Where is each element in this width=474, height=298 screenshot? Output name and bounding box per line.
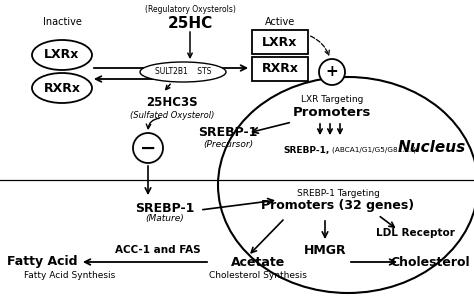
Ellipse shape: [32, 73, 92, 103]
Text: SREBP-1,: SREBP-1,: [284, 145, 330, 154]
Circle shape: [133, 133, 163, 163]
Text: Cholesterol Synthesis: Cholesterol Synthesis: [209, 271, 307, 280]
Text: LDL Receptor: LDL Receptor: [375, 228, 455, 238]
Text: SREBP-1: SREBP-1: [198, 126, 258, 139]
Ellipse shape: [32, 40, 92, 70]
Text: (Regulatory Oxysterols): (Regulatory Oxysterols): [145, 5, 236, 15]
FancyBboxPatch shape: [252, 30, 308, 54]
Text: Fatty Acid Synthesis: Fatty Acid Synthesis: [24, 271, 116, 280]
Text: HMGR: HMGR: [304, 243, 346, 257]
Text: (Sulfated Oxysterol): (Sulfated Oxysterol): [130, 111, 214, 119]
Text: SREBP-1 Targeting: SREBP-1 Targeting: [297, 189, 380, 198]
Text: Active: Active: [265, 17, 295, 27]
Text: SULT2B1    STS: SULT2B1 STS: [155, 68, 211, 77]
Text: RXRx: RXRx: [44, 81, 81, 94]
Text: SREBP-1: SREBP-1: [135, 201, 195, 215]
Text: LXR Targeting: LXR Targeting: [301, 95, 363, 105]
Text: Acetate: Acetate: [231, 255, 285, 268]
Text: Fatty Acid: Fatty Acid: [7, 255, 77, 268]
Text: Promoters: Promoters: [293, 106, 371, 119]
Text: +: +: [326, 64, 338, 80]
Text: Cholesterol: Cholesterol: [390, 255, 470, 268]
Text: −: −: [140, 139, 156, 158]
Text: LXRx: LXRx: [44, 49, 80, 61]
Text: 25HC: 25HC: [167, 15, 213, 30]
Text: ACC-1 and FAS: ACC-1 and FAS: [115, 245, 201, 255]
Text: (Mature): (Mature): [146, 215, 184, 224]
Text: Nucleus: Nucleus: [398, 140, 466, 156]
Text: Promoters (32 genes): Promoters (32 genes): [262, 199, 415, 212]
Text: Inactive: Inactive: [43, 17, 82, 27]
Text: LXRx: LXRx: [262, 35, 298, 49]
Circle shape: [319, 59, 345, 85]
Ellipse shape: [140, 62, 226, 82]
Text: (ABCA1/G1/G5/G8 ......): (ABCA1/G1/G5/G8 ......): [332, 147, 416, 153]
Text: 25HC3S: 25HC3S: [146, 97, 198, 109]
FancyBboxPatch shape: [252, 57, 308, 81]
Text: (Precursor): (Precursor): [203, 140, 253, 150]
Text: RXRx: RXRx: [262, 63, 299, 75]
